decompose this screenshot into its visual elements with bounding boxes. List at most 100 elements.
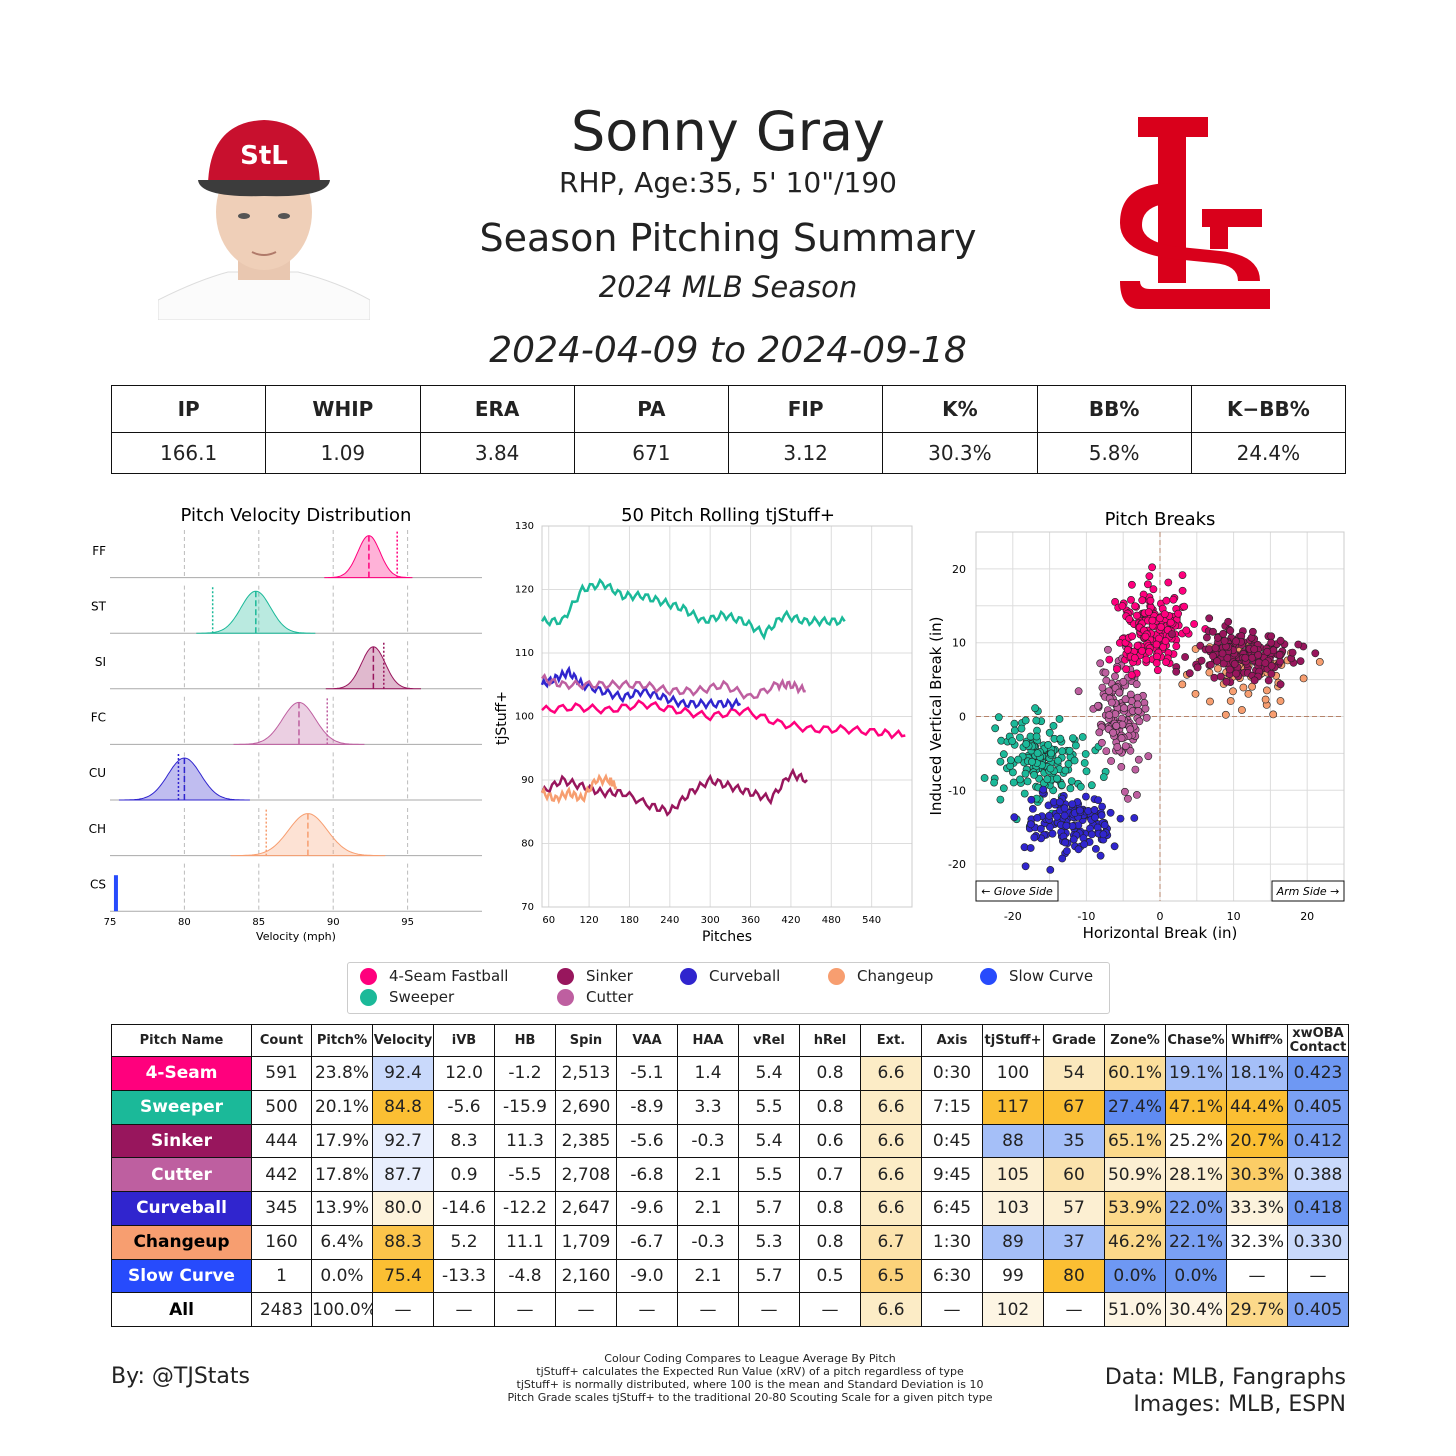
break-point [1132,611,1141,620]
break-point [1030,770,1038,779]
break-point [1276,697,1285,705]
pitch-legend: 4-Seam Fastball Sweeper Sinker Cutter Cu… [347,962,1110,1014]
byline: By: @TJStats [111,1364,251,1389]
velocity-row-ch: CH [89,808,482,857]
break-point [1178,586,1187,595]
break-point [1074,845,1083,854]
break-point [1111,672,1119,681]
break-point [1141,704,1150,713]
pitch-table-cell: 6:30 [921,1258,983,1294]
pitch-name-cell: Changeup [111,1224,252,1260]
legend-label: Sinker [586,967,633,985]
pitch-table-cell: 2,513 [555,1056,617,1091]
break-point [1226,697,1235,705]
break-point [1096,659,1105,668]
break-point [1014,755,1023,764]
rolling-x-axis-label: Pitches [702,929,752,945]
pitch-table-header: Zone% [1104,1024,1166,1057]
pitch-table-cell: -15.9 [494,1089,556,1125]
break-point [1094,701,1102,710]
break-point [1133,641,1142,650]
break-point [1153,666,1162,675]
rolling-y-tick: 120 [515,585,534,596]
break-point [1185,669,1194,678]
break-point [1275,651,1284,659]
pitch-table-cell: 7:15 [921,1089,983,1125]
pitch-name-cell: All [111,1292,252,1327]
velocity-distribution-chart: Pitch Velocity Distribution FF ST SI FC CU CH… [89,505,482,943]
pitch-breaks-chart: Pitch Breaks -20 -10 0 10 20 -20 -10 0 10 20 ← Gl… [927,509,1345,942]
footnote-line: Colour Coding Compares to League Average… [604,1352,896,1365]
pitch-table-cell: 6.6 [860,1123,922,1159]
break-point [994,713,1003,722]
break-point [1211,644,1220,652]
pitch-table-header: Ext. [860,1024,922,1057]
pitch-name-cell: Curveball [111,1191,252,1226]
break-point [1262,686,1271,695]
break-point [1057,781,1066,789]
velocity-row-ff: FF [92,530,482,579]
break-point [1155,614,1164,623]
break-point [1031,704,1039,713]
break-point [1144,608,1153,616]
legend-item-ch: Changeup [828,967,933,985]
legend-dot-icon [980,967,997,985]
pitch-table-cell: 5.2 [433,1224,495,1260]
legend-label: Slow Curve [1009,967,1094,985]
break-point [1174,609,1182,618]
rolling-x-tick: 300 [701,915,720,926]
pitch-table-cell: 88 [982,1123,1044,1159]
break-point [1182,626,1191,635]
pitch-table-cell: — [799,1292,861,1327]
break-point [1148,616,1157,625]
break-point [1193,663,1202,672]
breaks-x-tick: 20 [1300,910,1314,923]
pitch-metrics-table: Pitch Name Count Pitch% Velocity iVB HB Spin VA… [111,1024,1349,1327]
velocity-row-label: SI [95,655,106,669]
pitch-table-cell: 75.4 [372,1258,434,1294]
pitch-table-cell: 84.8 [372,1089,434,1125]
pitch-table-cell: 1 [251,1258,312,1294]
pitch-table-cell: 29.7% [1226,1292,1288,1327]
break-point [1311,649,1320,658]
break-point [1058,854,1067,863]
break-point [1009,778,1018,787]
break-point [1146,596,1155,605]
pitch-table-cell: 20.1% [311,1089,373,1125]
break-point [1006,756,1015,765]
break-point [1134,706,1143,715]
break-point [999,784,1008,793]
break-point [1054,756,1062,765]
break-point [1209,627,1217,636]
pitch-table-cell: 37 [1043,1224,1105,1260]
break-point [1196,641,1205,650]
pitch-table-cell: 54 [1043,1056,1105,1091]
break-point [1082,767,1091,776]
break-point [1237,706,1246,714]
break-point [1099,773,1108,781]
pitch-table-cell: 0.5 [799,1258,861,1294]
break-point [1066,784,1075,793]
break-point [1117,762,1126,771]
break-point [1205,614,1214,623]
footnote-line: Pitch Grade scales tjStuff+ to the tradi… [507,1391,993,1404]
break-point [1130,814,1139,822]
break-point [1160,610,1169,618]
pitch-table-cell: 0.8 [799,1089,861,1125]
season-stats-value-row: 166.1 1.09 3.84 671 3.12 30.3% 5.8% 24.4… [110,432,1347,474]
break-point [1288,648,1297,657]
break-point [1239,683,1248,692]
pitch-table-cell: 2,385 [555,1123,617,1159]
pitch-table-cell: 50.9% [1104,1157,1166,1192]
rolling-x-tick: 540 [862,915,881,926]
break-point [1030,833,1039,842]
break-point [1178,571,1187,579]
rolling-y-tick: 100 [515,712,534,723]
break-point [1032,716,1041,725]
pitch-table-cell: 65.1% [1104,1123,1166,1159]
pitch-table-cell: — [1287,1258,1349,1294]
break-point [1027,795,1036,804]
break-point [996,757,1005,766]
pitch-table-row: All 2483 100.0% — — — — — — — —6.6—102—51.0% 30.4% 2… [111,1292,1349,1327]
break-point [1162,658,1170,666]
